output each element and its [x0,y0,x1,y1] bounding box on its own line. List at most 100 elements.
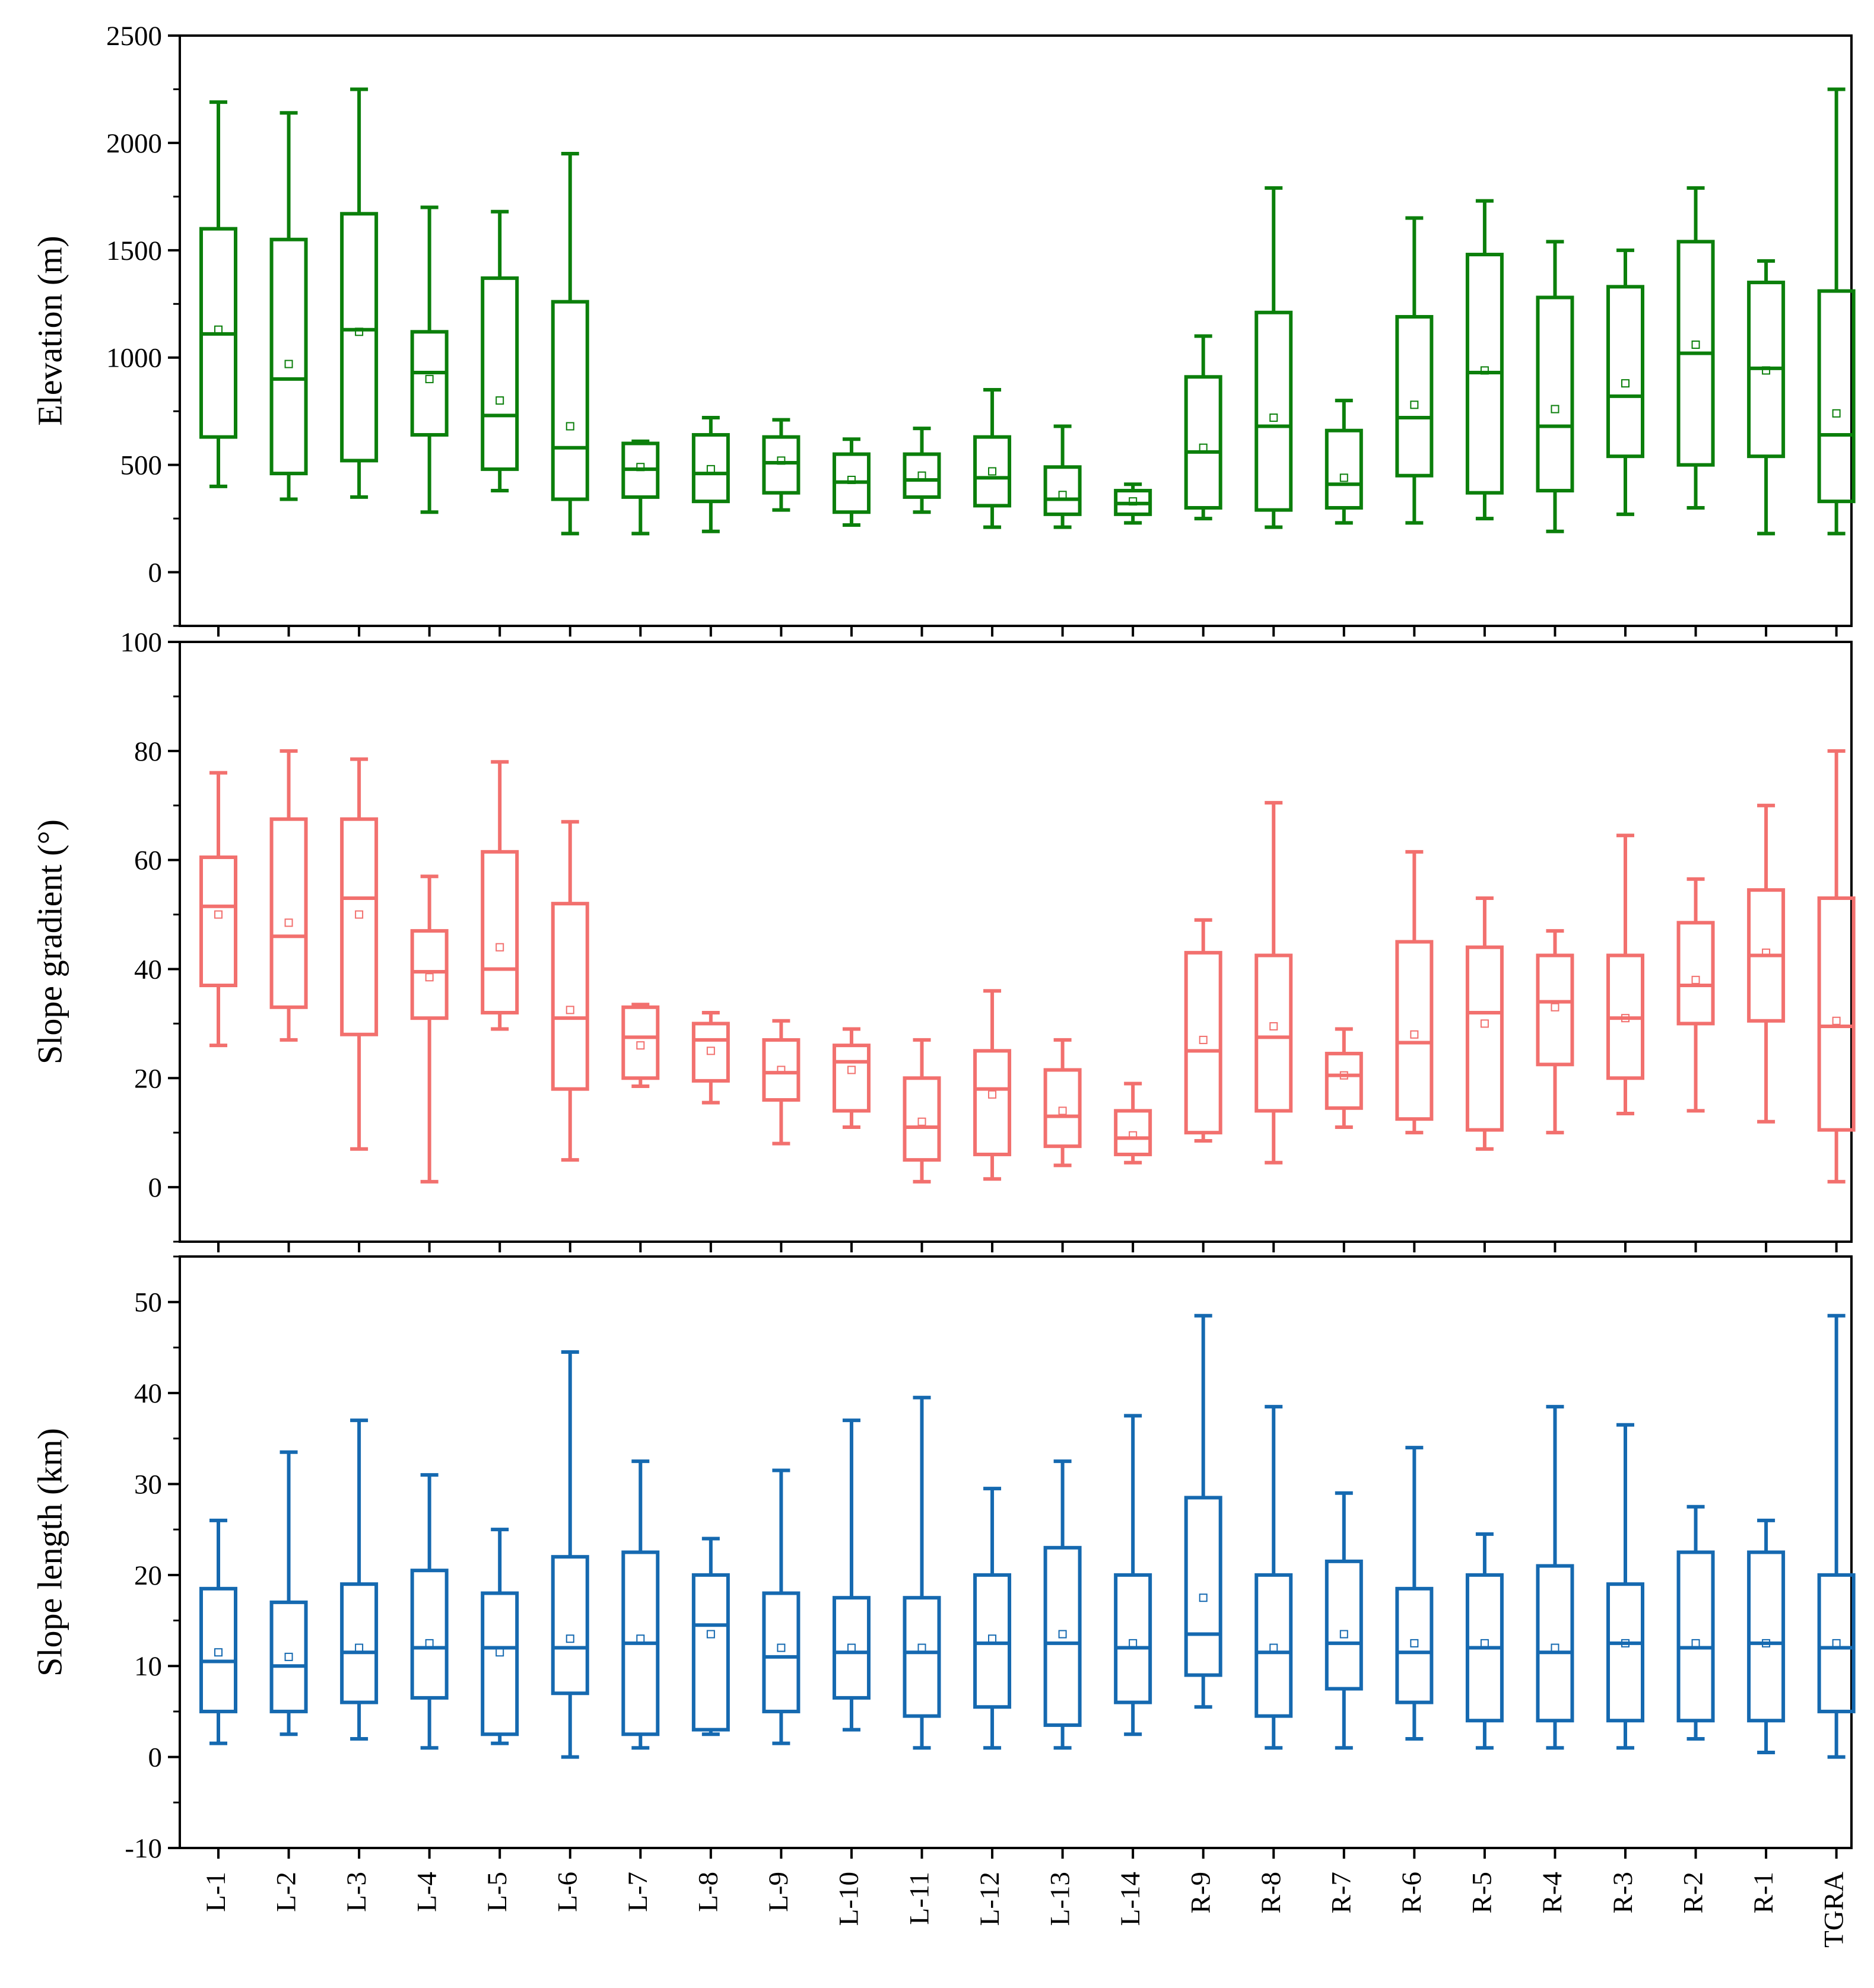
box-L-12 [973,1487,1012,1750]
panel-3: -10 0 10 20 30 40 50 Slope length (km) L-1 L-2 L-3… [30,1255,1856,1948]
box-L-10 [832,437,871,527]
iqr-box [762,1038,801,1102]
box-TGRA [1817,87,1856,536]
box-R-1 [1747,1518,1786,1754]
box-R-2 [1676,186,1715,510]
mean-marker [1480,366,1489,375]
box-L-2 [269,111,308,501]
iqr-box [1043,465,1082,516]
iqr-box [1043,1545,1082,1727]
y-axis-title: Elevation (m) [30,236,69,426]
iqr-box [1324,428,1363,510]
iqr-box [1817,1573,1856,1713]
mean-marker [706,1047,715,1055]
mean-marker [1762,1639,1771,1647]
box-L-8 [691,1537,730,1736]
iqr-box [410,929,449,1020]
y-tick-label: 10 [134,1651,162,1682]
x-category-label: L-9 [763,1872,794,1912]
box-L-11 [903,1395,941,1750]
box-L-4 [410,205,449,514]
x-category-label: R-8 [1256,1872,1287,1914]
mean-marker [1832,1016,1841,1025]
mean-marker [496,1648,504,1657]
y-tick-label: 1000 [106,343,162,374]
iqr-box [269,237,308,476]
box-L-10 [832,1418,871,1732]
mean-marker [706,465,715,473]
box-R-6 [1395,1446,1434,1741]
mean-marker [706,1630,715,1639]
mean-marker [988,1090,997,1099]
mean-marker [355,327,364,336]
box-L-5 [481,1528,519,1745]
mean-marker [425,374,434,383]
box-R-6 [1395,216,1434,525]
box-L-14 [1114,1414,1152,1736]
mean-marker [777,456,786,465]
mean-marker [566,1634,574,1643]
mean-marker [636,1041,645,1050]
box-R-4 [1536,240,1574,533]
mean-marker [1269,1643,1278,1652]
iqr-box [903,1076,941,1162]
iqr-box [691,1573,730,1732]
mean-marker [1480,1019,1489,1028]
y-tick-label: 40 [134,954,162,985]
x-category-label: L-8 [693,1872,724,1912]
box-R-3 [1606,834,1644,1116]
box-R-1 [1747,803,1786,1124]
x-category-label: R-4 [1537,1872,1568,1914]
iqr-box [1254,953,1293,1113]
mean-marker [425,973,434,982]
iqr-box [1324,1051,1363,1110]
box-L-13 [1043,1459,1082,1750]
y-tick-label: 500 [120,450,163,481]
box-L-6 [551,820,589,1162]
x-category-label: L-2 [271,1872,301,1912]
mean-marker [355,910,364,919]
iqr-box [973,1573,1012,1709]
iqr-box [1465,945,1504,1132]
iqr-box [551,300,589,501]
plot-frame [179,34,1853,627]
iqr-box [1184,950,1222,1135]
y-tick-label: 20 [134,1063,162,1094]
box-L-5 [481,209,519,493]
x-category-label: L-3 [341,1872,372,1912]
y-tick-label: 0 [148,558,163,589]
mean-marker [496,396,504,405]
iqr-box [762,1591,801,1713]
mean-marker [847,1065,856,1074]
mean-marker [1129,1131,1138,1140]
mean-marker [636,463,645,472]
mean-marker [1199,443,1208,452]
iqr-box [1324,1559,1363,1691]
mean-marker [917,471,926,480]
box-TGRA [1817,1313,1856,1759]
iqr-box [269,1600,308,1713]
iqr-box [1395,1586,1434,1704]
panel-2: 0 20 40 60 80 100 Slope gradient (°) [30,627,1856,1252]
iqr-box [691,432,730,504]
box-R-2 [1676,877,1715,1113]
x-category-label: R-5 [1467,1872,1498,1914]
mean-marker [284,918,293,927]
x-category-label: L-14 [1115,1872,1146,1926]
box-L-10 [832,1027,871,1129]
mean-marker [1269,1022,1278,1030]
mean-marker [917,1643,926,1652]
box-R-8 [1254,801,1293,1165]
x-category-label: R-3 [1608,1872,1638,1914]
x-category-label: L-11 [904,1872,935,1925]
mean-marker [1551,1643,1559,1652]
box-R-7 [1324,1027,1363,1129]
x-category-label: R-2 [1678,1872,1708,1914]
mean-marker [1339,1071,1348,1080]
mean-marker [214,1648,223,1657]
mean-marker [988,467,997,476]
iqr-box [269,817,308,1009]
y-tick-label: 2500 [106,21,162,52]
mean-marker [1832,1639,1841,1647]
mean-marker [1129,1639,1138,1647]
